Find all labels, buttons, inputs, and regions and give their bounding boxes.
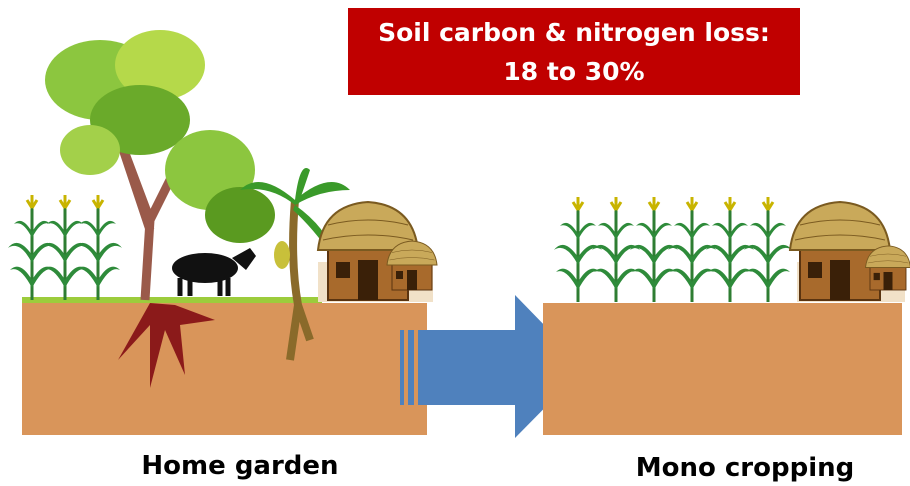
corn: [706, 197, 754, 302]
banner-line: 18 to 30%: [503, 57, 644, 86]
corn: [630, 197, 678, 302]
corn: [74, 195, 122, 300]
page: Soil carbon & nitrogen loss: 18 to 30%: [0, 0, 910, 486]
soil: [543, 303, 902, 435]
corn: [744, 197, 792, 302]
scene-label: Home garden: [141, 451, 338, 481]
hut: [387, 241, 437, 290]
diagram: Soil carbon & nitrogen loss: 18 to 30%: [0, 0, 910, 486]
corn: [592, 197, 640, 302]
corn: [8, 195, 56, 300]
corn: [668, 197, 716, 302]
banner-line: Soil carbon & nitrogen loss:: [378, 18, 770, 47]
scene-label: Mono cropping: [636, 453, 855, 483]
soil: [22, 303, 427, 435]
cow: [172, 248, 256, 296]
hut: [866, 246, 910, 290]
corn: [554, 197, 602, 302]
corn: [41, 195, 89, 300]
grass: [22, 297, 322, 303]
